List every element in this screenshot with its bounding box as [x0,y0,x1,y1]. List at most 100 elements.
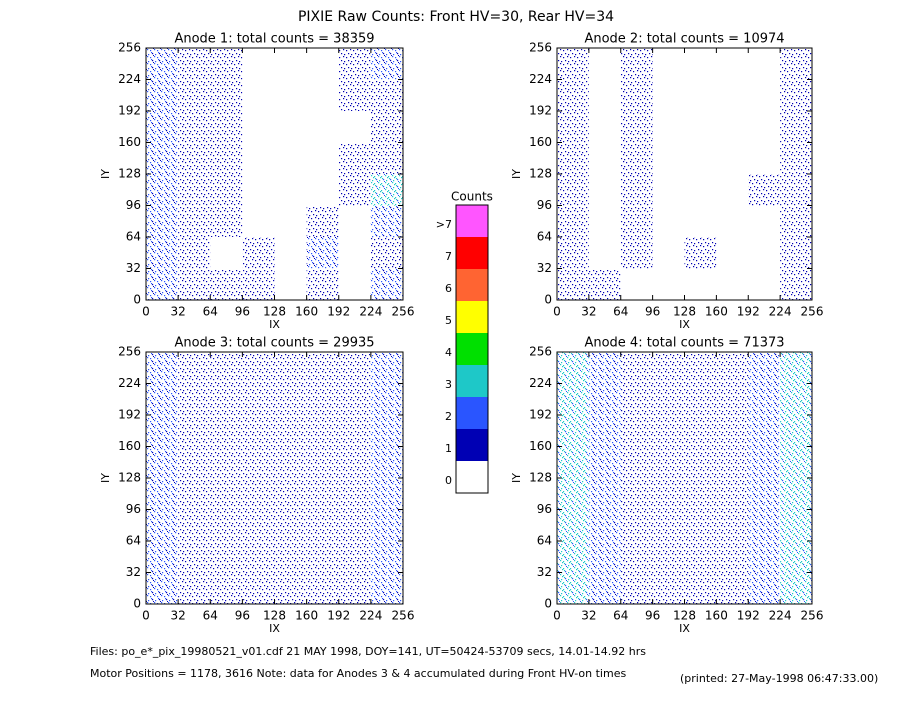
heatmap-cell [780,205,812,237]
footer-note: Motor Positions = 1178, 3616 Note: data … [90,667,626,680]
heatmap-cell [620,237,653,269]
heatmap-cell [652,478,685,510]
x-tick-label: 0 [553,305,561,319]
heatmap-cell [242,478,275,510]
panel-title: Anode 2: total counts = 10974 [584,32,784,47]
heatmap-cell [557,572,589,604]
heatmap-cell [748,111,781,143]
heatmap-cell [588,572,621,604]
heatmap-cell [242,509,275,541]
heatmap-cell [716,509,749,541]
y-tick-label: 128 [529,167,552,181]
heatmap-cell [557,541,589,573]
heatmap-cell [588,237,621,269]
x-tick-label: 32 [170,609,185,623]
heatmap-cell [274,237,307,269]
x-tick-label: 96 [235,609,250,623]
heatmap-cell [146,383,179,415]
heatmap-cell [242,237,275,269]
heatmap-cell [370,446,403,478]
y-tick-label: 256 [529,345,552,359]
colorbar-swatch [456,461,488,493]
heatmap-cell [146,174,179,206]
heatmap-cell [178,541,211,573]
page-title: PIXIE Raw Counts: Front HV=30, Rear HV=3… [298,9,614,25]
heatmap-cell [210,446,243,478]
heatmap-cell [178,478,211,510]
heatmap-cell [146,142,179,174]
x-tick-label: 128 [263,305,286,319]
heatmap-cell [684,572,717,604]
heatmap-cell [242,48,275,80]
heatmap-cell [620,572,653,604]
heatmap-cell [716,478,749,510]
y-tick-label: 256 [529,41,552,55]
heatmap-cell [620,48,653,80]
x-tick-label: 192 [327,305,350,319]
x-tick-label: 160 [705,609,728,623]
heatmap-cell [620,509,653,541]
colorbar-label: 3 [445,378,452,391]
y-tick-label: 0 [133,597,141,611]
x-tick-label: 64 [613,305,628,319]
heatmap-cell [146,268,179,300]
heatmap-cell [780,572,812,604]
heatmap-cell [178,142,211,174]
heatmap-cell [178,79,211,111]
heatmap-cell [146,79,179,111]
heatmap-cell [620,79,653,111]
y-tick-label: 256 [118,345,141,359]
heatmap-cell [780,383,812,415]
heatmap-cell [748,48,781,80]
heatmap-cell [210,478,243,510]
heatmap-cell [338,79,371,111]
heatmap-cell [306,111,339,143]
heatmap-cell [274,383,307,415]
heatmap-cell [557,142,589,174]
x-tick-label: 256 [801,305,824,319]
y-tick-label: 192 [118,104,141,118]
x-tick-label: 32 [581,609,596,623]
heatmap-cell [588,478,621,510]
heatmap-cell [780,509,812,541]
heatmap-cell [370,352,403,384]
colorbar-label: 2 [445,410,452,423]
heatmap-cell [178,415,211,447]
heatmap-cell [178,352,211,384]
x-tick-label: 96 [645,609,660,623]
heatmap-cell [780,174,812,206]
colorbar-swatch [456,397,488,429]
heatmap-cell [780,415,812,447]
heatmap-cell [748,79,781,111]
heatmap-cell [146,572,179,604]
heatmap-cell [620,205,653,237]
x-tick-label: 64 [203,609,218,623]
heatmap-cell [146,541,179,573]
heatmap-cell [242,415,275,447]
colorbar-label: 5 [445,314,452,327]
x-tick-label: 128 [673,609,696,623]
heatmap-cell [620,111,653,143]
heatmap-cell [652,79,685,111]
heatmap-cell [146,111,179,143]
heatmap-cell [652,237,685,269]
colorbar-label: >7 [436,218,452,231]
heatmap-cell [557,268,589,300]
heatmap-cell [306,478,339,510]
heatmap-cell [748,478,781,510]
heatmap-cell [716,79,749,111]
heatmap-cell [210,383,243,415]
x-tick-label: 0 [553,609,561,623]
heatmap-cell [588,268,621,300]
heatmap-cell [306,446,339,478]
x-tick-label: 192 [737,305,760,319]
heatmap-cell [780,48,812,80]
heatmap-cell [242,268,275,300]
heatmap-cell [338,352,371,384]
y-tick-label: 128 [118,167,141,181]
heatmap-cell [178,446,211,478]
heatmap-cell [780,111,812,143]
heatmap-cell [242,446,275,478]
heatmap-cell [146,352,179,384]
x-tick-label: 192 [737,609,760,623]
